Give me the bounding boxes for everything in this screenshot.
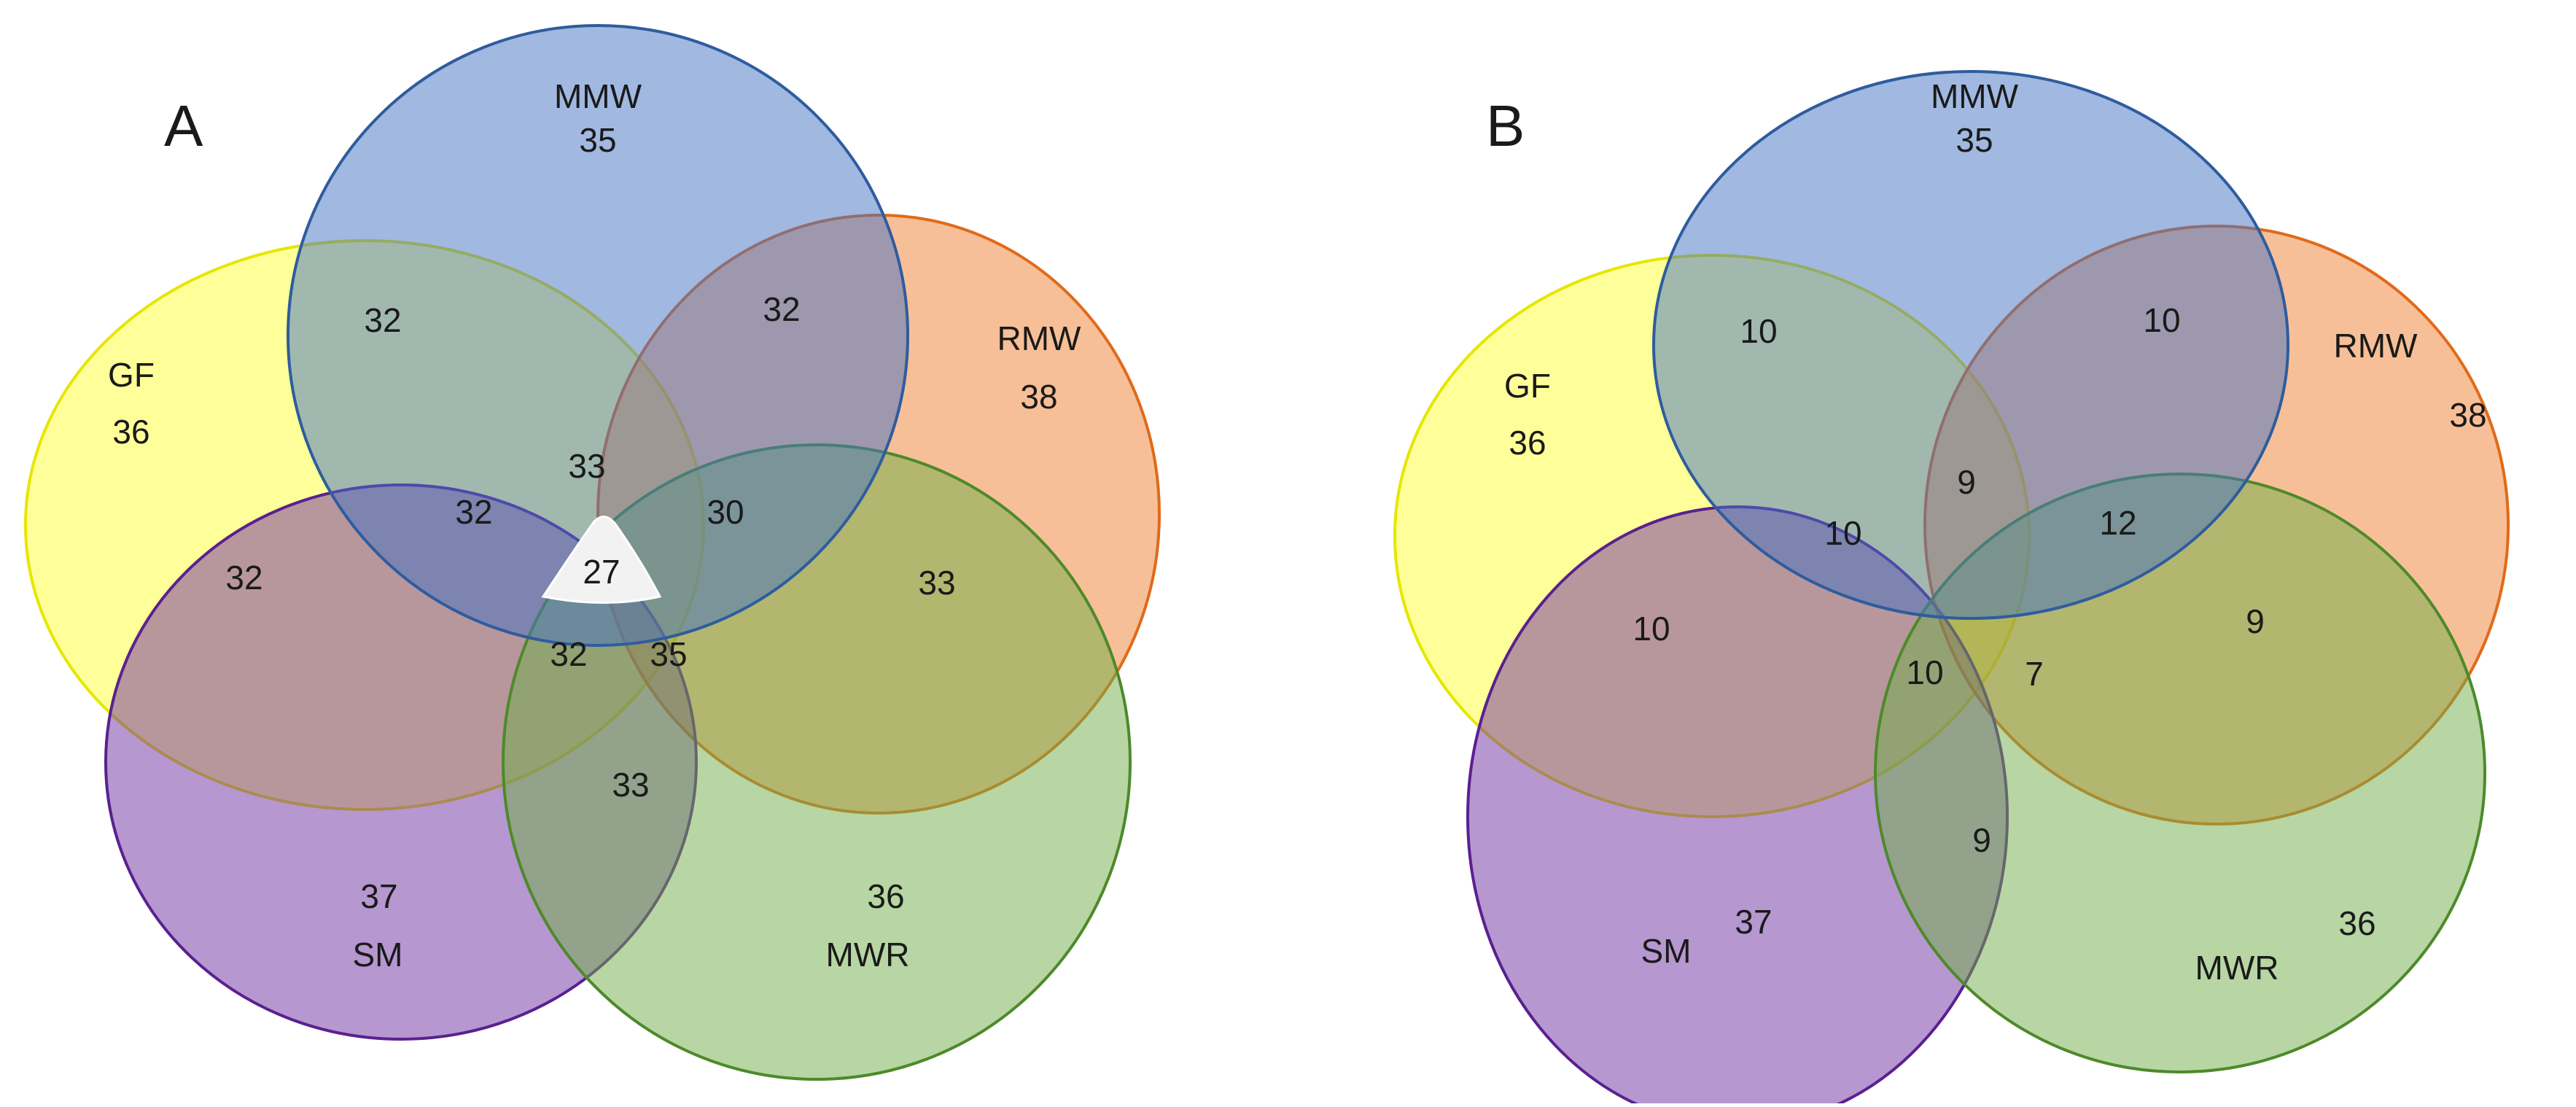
panel-a-intersection-gf-mmw: 32 bbox=[364, 301, 401, 339]
panel-a-set-label-rmw: RMW bbox=[997, 319, 1082, 357]
panel-b-intersection-gf-mmw: 10 bbox=[1740, 312, 1777, 350]
panel-a-set-value-mmw: 35 bbox=[579, 121, 616, 159]
panel-a-set-label-mwr: MWR bbox=[826, 936, 910, 974]
panel-a-set-value-sm: 37 bbox=[360, 877, 397, 915]
panel-b-set-value-mwr: 36 bbox=[2338, 904, 2375, 942]
panel-a-set-value-mwr: 36 bbox=[867, 877, 904, 915]
panel-a-set-label-gf: GF bbox=[108, 356, 155, 394]
panel-b-set-label-rmw: RMW bbox=[2334, 327, 2419, 365]
panel-a-intersection-mmw-rmw: 32 bbox=[763, 290, 800, 328]
panel-a-intersection-gf-sm: 32 bbox=[225, 559, 262, 597]
panel-b-intersection-mmw-rmw: 10 bbox=[2143, 301, 2180, 339]
panel-b-intersection-gf-mmw-sm: 10 bbox=[1824, 514, 1861, 552]
panel-b-letter: B bbox=[1486, 93, 1525, 158]
panel-b-intersection-rmw-mwr-sm: 7 bbox=[2025, 655, 2044, 693]
panel-b-intersection-rmw-mwr: 9 bbox=[2246, 602, 2265, 640]
panel-a-set-value-rmw: 38 bbox=[1020, 378, 1057, 416]
panel-a-intersection-gf-sm-mwr: 32 bbox=[550, 635, 587, 673]
panel-b-set-label-gf: GF bbox=[1504, 367, 1551, 405]
panel-b-intersection-mmw-rmw-mwr: 12 bbox=[2099, 504, 2136, 542]
panel-b-set-label-mwr: MWR bbox=[2195, 949, 2279, 987]
panel-a-intersection-all-five: 27 bbox=[583, 553, 620, 591]
panel-b-intersection-gf-sm: 10 bbox=[1633, 610, 1670, 648]
panel-b-set-value-gf: 36 bbox=[1509, 424, 1546, 462]
panel-b-set-label-mmw: MMW bbox=[1931, 77, 2019, 115]
panel-a-center-patch bbox=[541, 516, 662, 604]
panel-a-set-mmw-ellipse bbox=[287, 24, 909, 647]
panel-a-intersection-mmw-rmw-mwr: 30 bbox=[707, 493, 744, 531]
panel-a-intersection-gf-mmw-rmw: 33 bbox=[568, 447, 605, 485]
panel-b-set-value-mmw: 35 bbox=[1956, 121, 1993, 159]
panel-b: B MMW 35 GF 36 RMW 38 37 SM 36 MWR 10 10… bbox=[1393, 70, 2510, 1107]
panel-a-set-label-sm: SM bbox=[353, 936, 403, 974]
panel-b-intersection-gf-mmw-rmw: 9 bbox=[1957, 463, 1976, 501]
panel-b-set-value-rmw: 38 bbox=[2449, 396, 2486, 434]
panel-b-set-mmw-ellipse bbox=[1652, 70, 2289, 620]
panel-a-set-label-mmw: MMW bbox=[554, 77, 642, 115]
panel-b-intersection-sm-mwr: 9 bbox=[1972, 821, 1991, 859]
panel-a: A MMW 35 GF 36 RMW 38 37 SM 36 MWR 32 32… bbox=[24, 24, 1161, 1081]
panel-a-intersection-gf-mmw-sm: 32 bbox=[455, 493, 492, 531]
panel-a-intersection-rmw-mwr: 33 bbox=[918, 564, 955, 602]
panel-b-intersection-gf-sm-mwr: 10 bbox=[1906, 653, 1943, 691]
panel-a-intersection-rmw-mwr-sm: 35 bbox=[650, 635, 687, 673]
panel-b-set-label-sm: SM bbox=[1641, 932, 1692, 970]
panel-a-set-value-gf: 36 bbox=[112, 413, 149, 451]
panel-a-intersection-sm-mwr: 33 bbox=[612, 766, 649, 804]
panel-a-letter: A bbox=[164, 93, 203, 158]
panel-b-set-value-sm: 37 bbox=[1735, 903, 1772, 941]
